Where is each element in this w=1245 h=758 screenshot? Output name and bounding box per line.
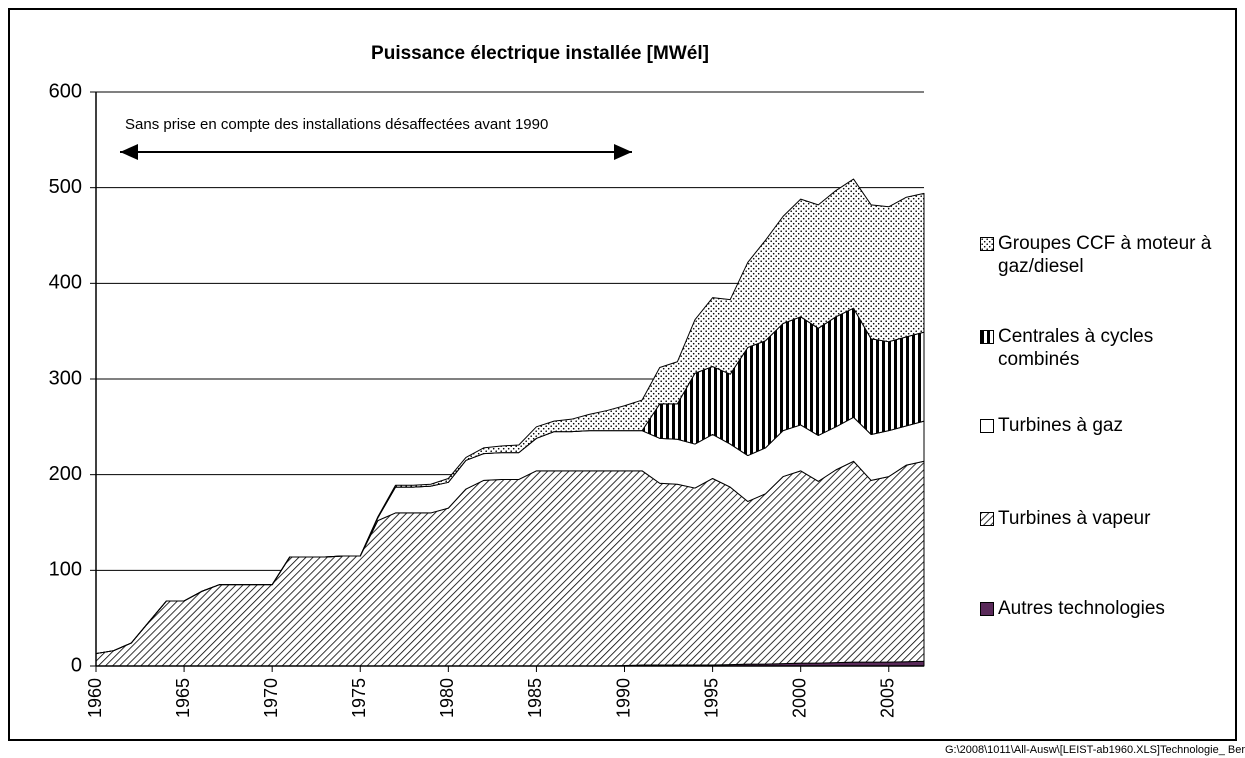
legend-swatch: [980, 237, 994, 251]
legend-label: Turbines à vapeur: [998, 508, 1151, 529]
chart-title: Puissance électrique installée [MWél]: [371, 43, 709, 64]
legend-swatch: [980, 419, 994, 433]
legend-swatch: [980, 602, 994, 616]
y-tick-label: 100: [49, 559, 82, 581]
legend-item: Centrales à cycles combinés: [980, 325, 1220, 371]
legend-swatch-rect: [981, 238, 993, 250]
x-tick-label: 1960: [85, 678, 105, 718]
legend-item: Turbines à gaz: [980, 414, 1220, 437]
y-tick-label: 200: [49, 463, 82, 485]
legend-label: Centrales à cycles combinés: [998, 326, 1154, 370]
x-tick-label: 2000: [789, 678, 809, 718]
x-tick-label: 1965: [173, 678, 193, 718]
frame: [8, 8, 1237, 741]
legend-item: Groupes CCF à moteur à gaz/diesel: [980, 232, 1220, 278]
legend-item: Turbines à vapeur: [980, 507, 1220, 530]
x-tick-label: 1970: [261, 678, 281, 718]
y-tick-label: 400: [49, 272, 82, 294]
legend-swatch-fill: [981, 513, 993, 525]
legend-swatch-rect: [981, 603, 993, 615]
legend-swatch-fill: [981, 603, 993, 615]
y-tick-label: 0: [71, 654, 82, 676]
legend-label: Autres technologies: [998, 598, 1165, 619]
legend-label: Turbines à gaz: [998, 415, 1123, 436]
legend-swatch-rect: [981, 420, 993, 432]
legend-label: Groupes CCF à moteur à gaz/diesel: [998, 233, 1212, 277]
y-tick-label: 600: [49, 80, 82, 102]
legend-swatch-rect: [981, 331, 993, 343]
x-tick-label: 1995: [701, 678, 721, 718]
legend-item: Autres technologies: [980, 597, 1220, 620]
x-tick-label: 1985: [525, 678, 545, 718]
legend-swatch: [980, 330, 994, 344]
x-tick-label: 2005: [878, 678, 898, 718]
area: [95, 460, 925, 667]
x-tick-label: 1990: [613, 678, 633, 718]
legend-swatch-rect: [981, 513, 993, 525]
y-tick-label: 300: [49, 367, 82, 389]
x-tick-label: 1975: [349, 678, 369, 718]
annotation: Sans prise en compte des installations d…: [125, 116, 548, 133]
y-tick-label: 500: [49, 176, 82, 198]
area: [95, 178, 925, 655]
x-tick-label: 1980: [437, 678, 457, 718]
legend-swatch-fill: [981, 331, 993, 343]
footer: G:\2008\1011\All-Ausw\[LEIST-ab1960.XLS]…: [944, 744, 1245, 756]
legend-swatch: [980, 512, 994, 526]
legend-swatch-fill: [981, 420, 993, 432]
legend-swatch-fill: [981, 238, 993, 250]
